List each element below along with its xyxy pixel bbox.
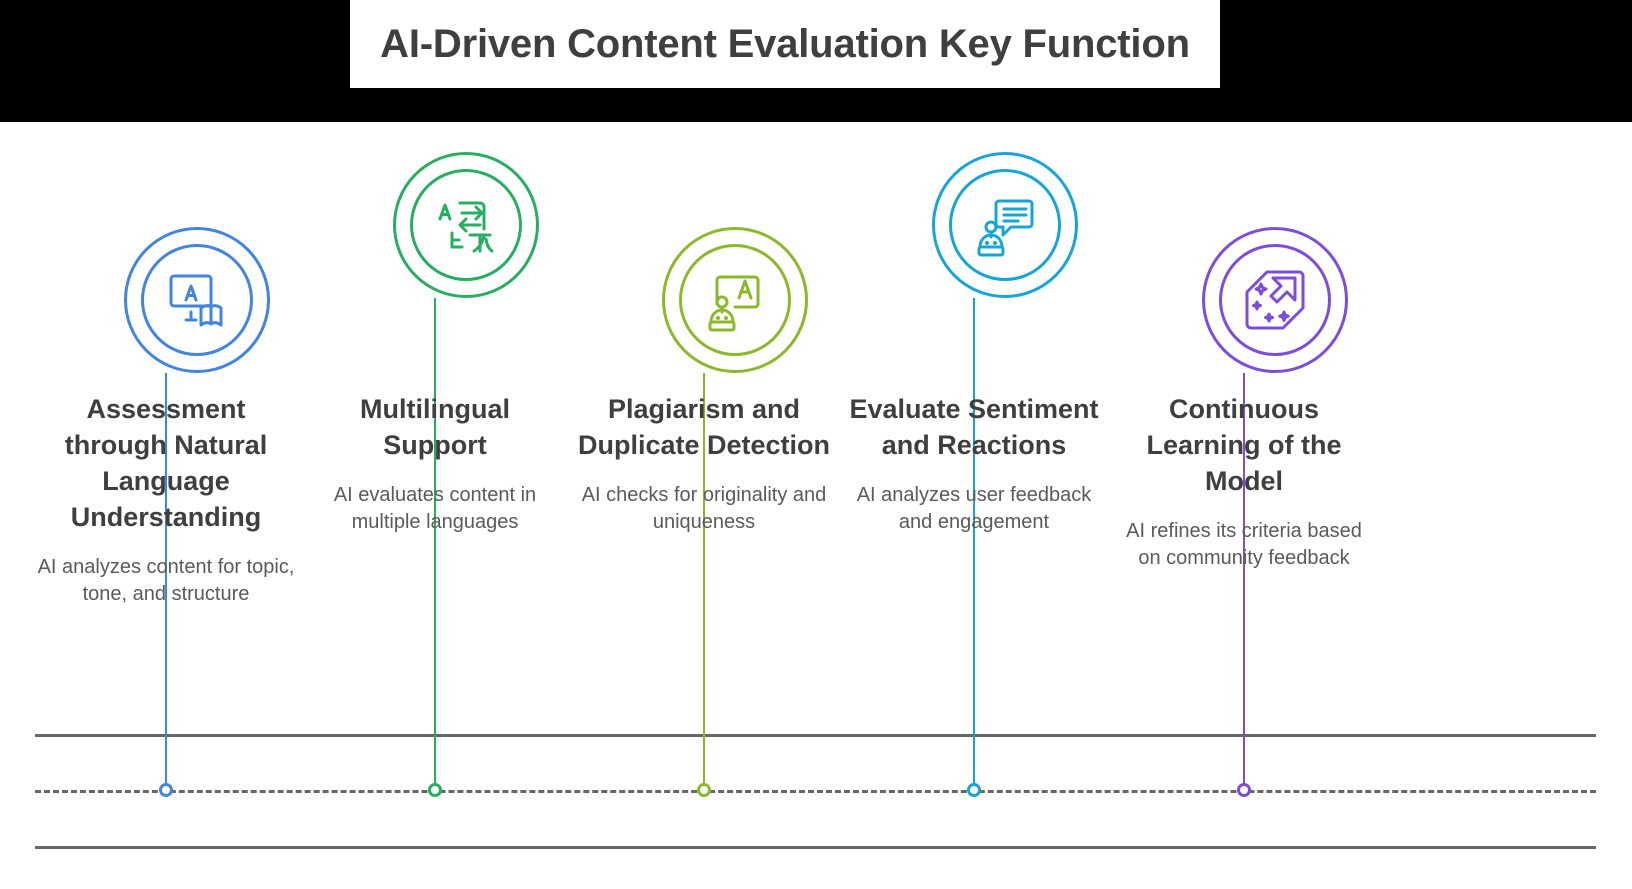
- node-marker: [159, 783, 173, 797]
- node-multilingual-support[interactable]: Multilingual Support AI evaluates conten…: [300, 122, 570, 889]
- node-badge-inner-ring: [1219, 244, 1331, 356]
- node-description: AI refines its criteria based on communi…: [1126, 519, 1362, 570]
- node-evaluate-sentiment-reactions[interactable]: Evaluate Sentiment and Reactions AI anal…: [839, 122, 1109, 889]
- baseline-rule-top: [35, 734, 1596, 737]
- infographic-canvas: Assessment through Natural Language Unde…: [0, 122, 1632, 889]
- node-marker: [697, 783, 711, 797]
- node-marker: [967, 783, 981, 797]
- title-plate: AI-Driven Content Evaluation Key Functio…: [350, 0, 1220, 88]
- node-badge-inner-ring: [679, 244, 791, 356]
- node-stem: [1243, 373, 1245, 790]
- header-band: AI-Driven Content Evaluation Key Functio…: [0, 0, 1632, 122]
- node-text-block: Continuous Learning of the Model AI refi…: [1109, 392, 1379, 573]
- node-badge-inner-ring: [141, 244, 253, 356]
- node-badge-inner-ring: [410, 169, 522, 281]
- node-badge[interactable]: [1202, 227, 1348, 373]
- node-plagiarism-duplicate-detection[interactable]: Plagiarism and Duplicate Detection AI ch…: [569, 122, 839, 889]
- node-badge[interactable]: [932, 152, 1078, 298]
- node-stem: [434, 298, 436, 790]
- node-badge[interactable]: [124, 227, 270, 373]
- node-title: Evaluate Sentiment and Reactions: [849, 394, 1099, 460]
- node-stem: [703, 373, 705, 790]
- node-title: Assessment through Natural Language Unde…: [64, 394, 268, 532]
- node-badge[interactable]: [662, 227, 808, 373]
- baseline-rule-dashed: [35, 790, 1596, 793]
- node-description: AI evaluates content in multiple languag…: [333, 483, 537, 534]
- node-description: AI checks for originality and uniqueness: [581, 483, 827, 534]
- node-marker: [428, 783, 442, 797]
- screen-letter-a-book-icon: [161, 264, 233, 336]
- robot-speech-bubble-icon: [969, 189, 1041, 261]
- node-title: Multilingual Support: [360, 394, 510, 460]
- node-title: Continuous Learning of the Model: [1146, 394, 1342, 496]
- robot-panel-letter-a-icon: [699, 264, 771, 336]
- translate-a-to-wen-icon: [430, 189, 502, 261]
- node-text-block: Multilingual Support AI evaluates conten…: [300, 392, 570, 537]
- node-text-block: Evaluate Sentiment and Reactions AI anal…: [839, 392, 1109, 537]
- node-text-block: Plagiarism and Duplicate Detection AI ch…: [569, 392, 839, 537]
- node-description: AI analyzes content for topic, tone, and…: [37, 555, 295, 606]
- node-continuous-learning-model[interactable]: Continuous Learning of the Model AI refi…: [1109, 122, 1379, 889]
- node-stem: [973, 298, 975, 790]
- node-marker: [1237, 783, 1251, 797]
- node-text-block: Assessment through Natural Language Unde…: [31, 392, 301, 609]
- page-title: AI-Driven Content Evaluation Key Functio…: [380, 21, 1190, 66]
- baseline-rule-bottom: [35, 846, 1596, 849]
- node-description: AI analyzes user feedback and engagement: [856, 483, 1092, 534]
- sparkle-arrow-square-icon: [1239, 264, 1311, 336]
- node-title: Plagiarism and Duplicate Detection: [577, 394, 831, 460]
- node-badge-inner-ring: [949, 169, 1061, 281]
- node-badge[interactable]: [393, 152, 539, 298]
- node-assessment-nlu[interactable]: Assessment through Natural Language Unde…: [31, 122, 301, 889]
- node-stem: [165, 373, 167, 790]
